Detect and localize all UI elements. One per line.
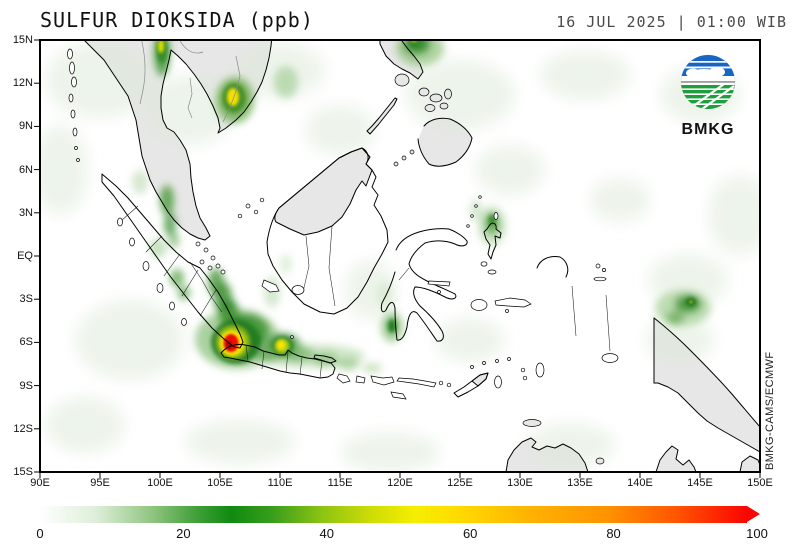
timestamp: 16 JUL 2025 | 01:00 WIB (556, 13, 787, 31)
colorbar-arrow (747, 506, 760, 522)
colorbar-gradient (40, 506, 747, 523)
coastlines (83, 40, 760, 472)
data-source-credit: BMKG-CAMS/ECMWF (764, 351, 776, 470)
so2-map: BMKG (34, 39, 761, 478)
axis-tick-marks (34, 39, 761, 478)
lon-axis: 90E 95E 100E 105E 110E 115E 120E 125E 130E 135E 14… (30, 477, 773, 489)
colorbar-ticks: 0 20 40 60 80 100 (36, 526, 768, 541)
bmkg-logo: BMKG (680, 54, 736, 138)
map-layers: BMKG (40, 40, 760, 472)
page-title: SULFUR DIOKSIDA (ppb) (40, 8, 314, 32)
bmkg-logo-label: BMKG (682, 121, 735, 138)
small-islands (67, 48, 619, 465)
